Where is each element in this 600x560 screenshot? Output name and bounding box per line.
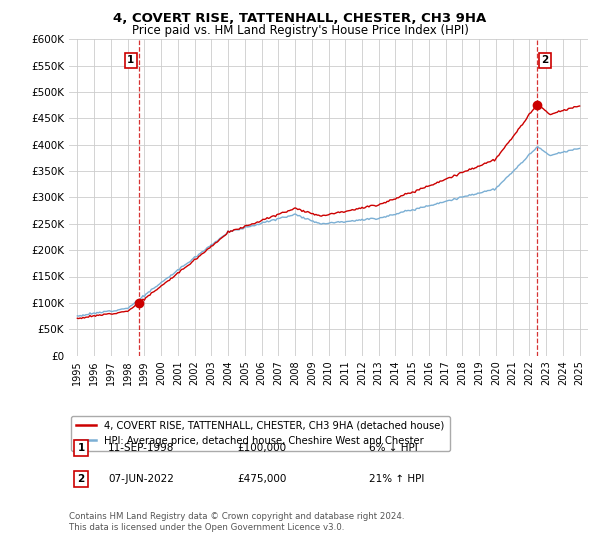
Text: 1: 1	[77, 443, 85, 453]
Text: 11-SEP-1998: 11-SEP-1998	[108, 443, 175, 453]
Text: 21% ↑ HPI: 21% ↑ HPI	[369, 474, 424, 484]
Text: £100,000: £100,000	[237, 443, 286, 453]
Text: 4, COVERT RISE, TATTENHALL, CHESTER, CH3 9HA: 4, COVERT RISE, TATTENHALL, CHESTER, CH3…	[113, 12, 487, 25]
Text: Price paid vs. HM Land Registry's House Price Index (HPI): Price paid vs. HM Land Registry's House …	[131, 24, 469, 36]
Legend: 4, COVERT RISE, TATTENHALL, CHESTER, CH3 9HA (detached house), HPI: Average pric: 4, COVERT RISE, TATTENHALL, CHESTER, CH3…	[71, 416, 449, 451]
Text: 2: 2	[77, 474, 85, 484]
Text: Contains HM Land Registry data © Crown copyright and database right 2024.
This d: Contains HM Land Registry data © Crown c…	[69, 512, 404, 532]
Text: 6% ↓ HPI: 6% ↓ HPI	[369, 443, 418, 453]
Text: 1: 1	[127, 55, 134, 66]
Text: 07-JUN-2022: 07-JUN-2022	[108, 474, 174, 484]
Text: 2: 2	[541, 55, 548, 66]
Text: £475,000: £475,000	[237, 474, 286, 484]
